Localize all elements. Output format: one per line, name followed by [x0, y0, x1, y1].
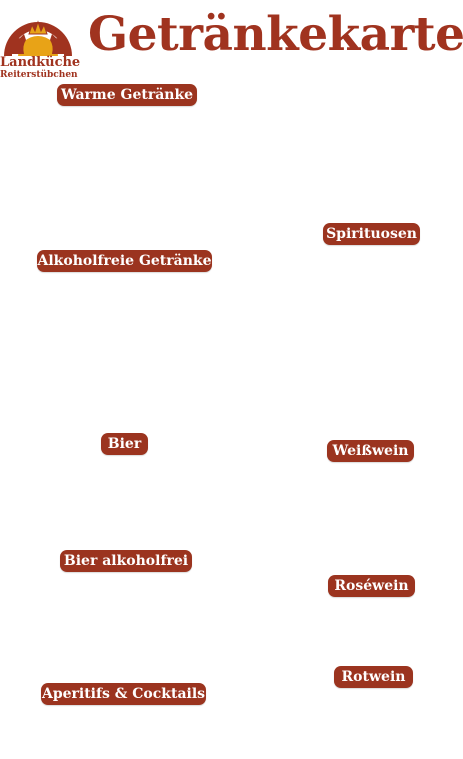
category-roseewein-button[interactable]: Roséwein [328, 575, 415, 597]
category-aperitifs-cocktails-button[interactable]: Aperitifs & Cocktails [41, 683, 206, 705]
logo: Landküche Reiterstübchen [0, 10, 81, 80]
category-alkoholfreie-getraenke-button[interactable]: Alkoholfreie Getränke [37, 250, 212, 272]
category-rotwein-button[interactable]: Rotwein [334, 666, 413, 688]
category-bier-button[interactable]: Bier [101, 433, 148, 455]
category-bier-alkoholfrei-button[interactable]: Bier alkoholfrei [60, 550, 192, 572]
logo-line2: Reiterstübchen [0, 70, 78, 80]
category-spirituosen-button[interactable]: Spirituosen [323, 223, 420, 245]
category-warme-getraenke-button[interactable]: Warme Getränke [57, 84, 197, 106]
logo-emblem-icon [4, 20, 72, 56]
category-weisswein-button[interactable]: Weißwein [327, 440, 414, 462]
logo-line1: Landküche [0, 55, 81, 70]
page-title: Getränkekarte [88, 7, 463, 62]
